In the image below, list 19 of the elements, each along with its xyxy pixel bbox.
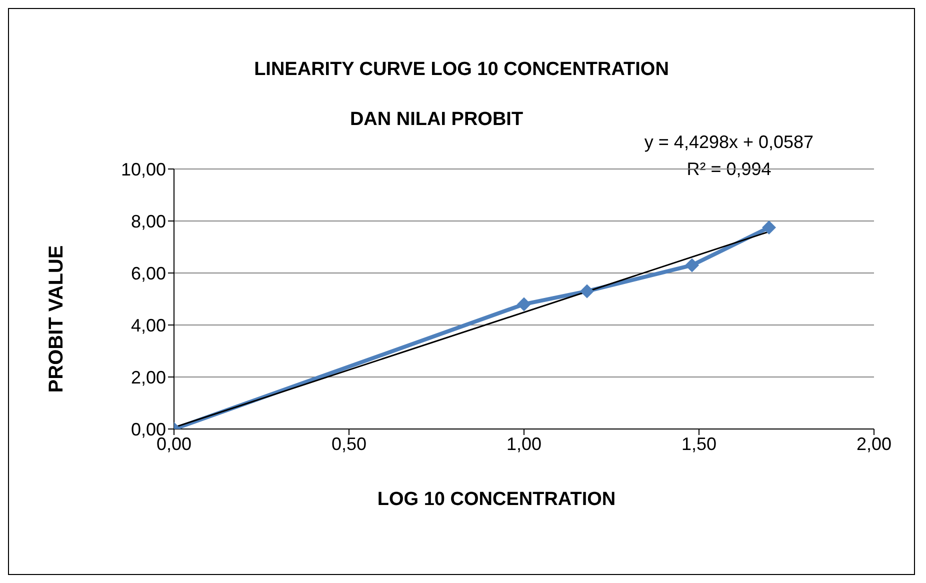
point xyxy=(685,258,699,272)
x-tick-label: 0,50 xyxy=(331,434,367,454)
point xyxy=(762,220,776,234)
y-tick-label: 4,00 xyxy=(130,315,166,336)
point xyxy=(580,284,594,298)
y-tick-label: 6,00 xyxy=(130,263,166,284)
y-tick-label: 10,00 xyxy=(120,159,166,180)
point xyxy=(517,297,531,312)
y-tick-label: 8,00 xyxy=(130,211,166,232)
y-tick-label: 0,00 xyxy=(130,419,166,440)
x-tick-label: 2,00 xyxy=(856,434,892,454)
x-tick-label: 1,00 xyxy=(506,434,542,454)
y-tick-label: 2,00 xyxy=(130,367,166,388)
x-axis-title: LOG 10 CONCENTRATION xyxy=(376,489,617,511)
chart-subtitle: DAN NILAI PROBIT xyxy=(348,109,524,131)
y-axis-title: PROBIT VALUE xyxy=(46,245,68,393)
text: y = 4,4298x + 0,0587 xyxy=(643,131,815,154)
chart-title: LINEARITY CURVE LOG 10 CONCENTRATION xyxy=(253,59,670,81)
x-tick-label: 1,50 xyxy=(681,434,717,454)
